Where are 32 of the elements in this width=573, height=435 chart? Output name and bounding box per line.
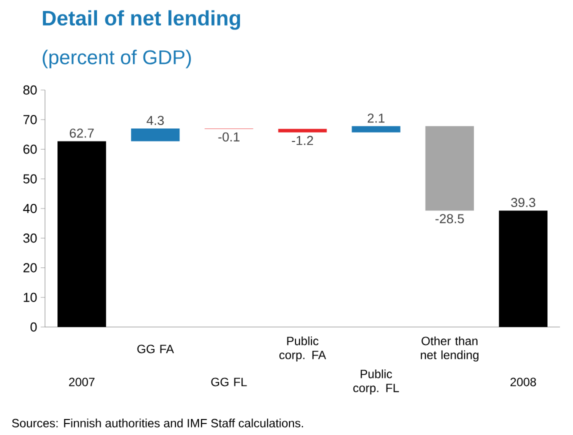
y-tick-label: 40 — [23, 204, 37, 214]
y-tick-label: 30 — [23, 234, 37, 243]
x-tick-label: GG FA — [137, 344, 174, 354]
x-tick-label: 2008 — [510, 378, 536, 386]
bar — [425, 126, 474, 211]
data-label: -0.1 — [218, 132, 240, 142]
y-tick-label: 70 — [23, 115, 37, 124]
data-label: -1.2 — [292, 136, 313, 145]
chart-subtitle: (percent of GDP) — [42, 50, 191, 68]
data-label: -28.5 — [435, 214, 464, 224]
bar — [498, 210, 548, 327]
y-tick-label: 0 — [30, 322, 37, 332]
x-tick-label: 2007 — [69, 378, 94, 386]
x-tick-label: Other than net lending — [420, 336, 478, 362]
data-label: 39.3 — [511, 198, 536, 208]
x-tick-label: GG FL — [211, 378, 247, 386]
y-tick-label: 20 — [23, 263, 37, 272]
data-label: 62.7 — [70, 128, 94, 138]
bar — [58, 141, 106, 327]
bar — [131, 128, 180, 142]
x-tick-label: Public corp. FA — [279, 336, 326, 362]
source-note: Sources: Finnish authorities and IMF Staff calculations. — [12, 418, 303, 428]
y-tick-label: 80 — [23, 85, 37, 95]
data-label: 4.3 — [146, 116, 164, 125]
y-tick-label: 60 — [23, 144, 37, 154]
x-tick-label: Public corp. FL — [353, 369, 399, 395]
bar — [278, 128, 327, 132]
chart-title: Detail of net lending — [42, 10, 240, 30]
data-label: 2.1 — [368, 114, 384, 123]
y-tick-label: 50 — [23, 174, 37, 184]
bar — [352, 126, 400, 132]
y-tick-label: 10 — [24, 292, 37, 302]
